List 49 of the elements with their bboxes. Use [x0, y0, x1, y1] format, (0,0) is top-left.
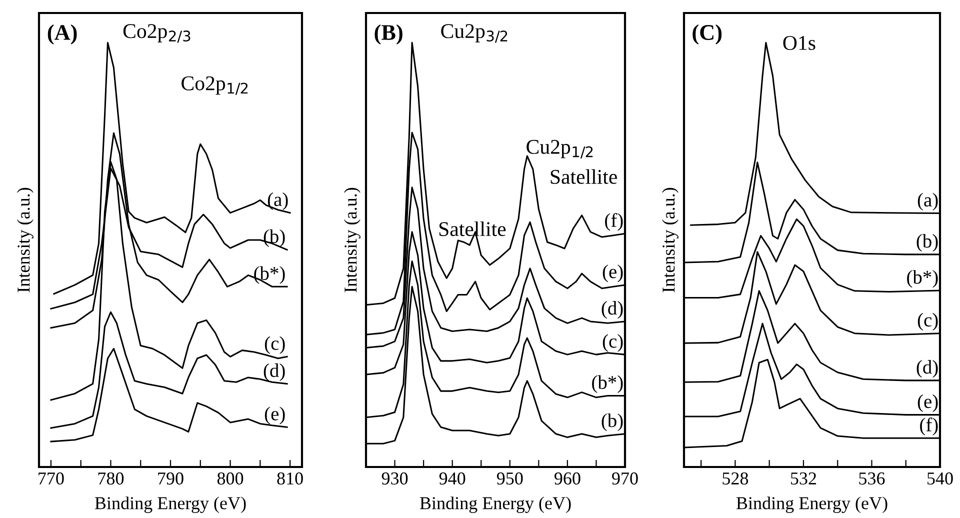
annotation: Satellite	[550, 169, 617, 184]
series-label: (d)	[916, 360, 938, 378]
text: Cu2p$_{3/2}$	[441, 24, 508, 43]
x-axis-title: Binding Energy (eV)	[420, 496, 571, 513]
x-tick-label: 800	[217, 472, 244, 485]
series-label: (e)	[602, 264, 623, 282]
series-label: (b)	[602, 413, 623, 432]
x-tick-label: 780	[98, 472, 124, 485]
x-axis-title: Binding Energy (eV)	[94, 496, 246, 513]
x-tick-label: 960	[554, 472, 580, 485]
x-tick-label: 540	[928, 472, 953, 485]
series-label: (d)	[264, 363, 285, 382]
series-label: (c)	[602, 334, 623, 352]
series-label: (d)	[602, 301, 623, 319]
x-tick-label: 940	[439, 472, 466, 485]
series-label: (b*)	[592, 375, 623, 393]
x-tick-label: 528	[722, 472, 748, 485]
x-tick-label: 770	[38, 472, 64, 485]
annotation: (A)	[48, 24, 77, 45]
x-tick-label: 950	[496, 472, 523, 485]
y-axis-title: Intensity (a.u.)	[344, 188, 360, 292]
series-label: (b*)	[907, 270, 938, 288]
series-label: (a)	[918, 192, 938, 210]
annotation: O1s	[783, 36, 816, 50]
annotation: Satellite	[439, 221, 506, 236]
x-tick-label: 790	[158, 472, 184, 485]
annotation: (C)	[692, 24, 722, 45]
annotation: Co2p$_{1/2}$	[182, 76, 248, 95]
x-tick-label: 532	[790, 472, 816, 485]
text: Co2p$_{2/3}$	[123, 24, 190, 43]
x-tick-label: 930	[382, 472, 408, 485]
x-tick-label: 536	[859, 472, 885, 485]
series-label: (c)	[918, 312, 938, 331]
series-label: (c)	[264, 336, 285, 354]
series-label: (f)	[920, 418, 938, 436]
series-label: (e)	[918, 394, 938, 412]
series-label: (b)	[264, 229, 285, 247]
series-label: (b)	[916, 234, 938, 252]
x-tick-label: 810	[277, 472, 303, 485]
annotation: Cu2p$_{1/2}$	[526, 140, 593, 158]
series-label: (f)	[605, 213, 623, 231]
annotation: (B)	[374, 24, 402, 45]
y-axis-title: Intensity (a.u.)	[662, 188, 678, 292]
series-label: (a)	[268, 192, 288, 210]
x-axis-title: Binding Energy (eV)	[736, 496, 888, 513]
y-axis-title: Intensity (a.u.)	[17, 188, 34, 292]
series-label: (e)	[264, 406, 285, 424]
x-tick-label: 970	[612, 472, 638, 485]
series-label: (b*)	[254, 266, 285, 284]
